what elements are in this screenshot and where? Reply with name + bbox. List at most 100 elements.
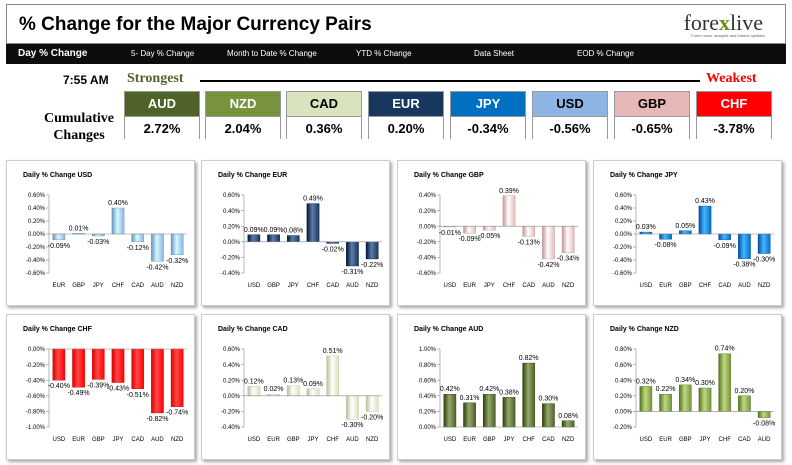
currency-box-aud: AUD 2.72%	[124, 91, 200, 140]
x-category-label: JPY	[93, 283, 104, 289]
chart-panel: Daily % Change CAD 0.60% 0.40% 0.20% 0.00% -0…	[201, 314, 390, 460]
chart-svg: Daily % Change CAD 0.60% 0.40% 0.20% 0.00% -0…	[218, 326, 383, 443]
cumulative-label-line-2: Changes	[53, 128, 105, 143]
bar-eur	[463, 225, 476, 234]
tab-month-to-date-change[interactable]: Month to Date % Change	[227, 49, 317, 58]
data-label: 0.09%	[264, 227, 284, 234]
x-category-label: GBP	[679, 283, 692, 289]
data-label: 0.12%	[244, 378, 264, 385]
bar-aud	[738, 233, 751, 259]
data-label: 0.02%	[264, 386, 284, 393]
x-category-label: JPY	[288, 283, 299, 289]
data-label: -0.08%	[654, 242, 676, 249]
bar-usd	[52, 348, 66, 381]
forexlive-logo[interactable]: forexlive	[683, 10, 763, 35]
y-tick-label: -0.60%	[613, 271, 633, 277]
x-category-label: GBP	[287, 437, 300, 443]
y-tick-label: 0.40%	[223, 209, 241, 215]
chart-svg: Daily % Change NZD 0.80% 0.60% 0.40% 0.20% 0.…	[610, 326, 775, 443]
currency-cumulative-value: -0.56%	[533, 117, 607, 140]
y-tick-label: 0.00%	[223, 240, 241, 246]
x-category-label: GBP	[267, 283, 280, 289]
data-label: -0.31%	[341, 269, 363, 276]
y-tick-label: 0.40%	[28, 206, 46, 212]
x-category-label: CHF	[327, 437, 340, 443]
chart-title: Daily % Change USD	[23, 172, 92, 179]
chart-panel: Daily % Change JPY 0.60% 0.40% 0.20% 0.00% -0…	[593, 160, 782, 306]
bar-aud	[151, 348, 164, 414]
y-tick-label: 0.80%	[615, 347, 633, 353]
chart-panel: Daily % Change NZD 0.80% 0.60% 0.40% 0.20% 0.…	[593, 314, 782, 460]
bar-chf	[502, 195, 516, 227]
data-label: 0.30%	[695, 380, 715, 387]
currency-box-jpy: JPY -0.34%	[450, 91, 526, 140]
x-category-label: CAD	[522, 283, 535, 289]
currency-code: AUD	[125, 92, 199, 117]
data-label: -0.30%	[753, 257, 775, 264]
currency-box-usd: USD -0.56%	[532, 91, 608, 140]
data-label: 0.09%	[303, 381, 323, 388]
y-tick-label: 0.40%	[419, 193, 437, 199]
bar-chf	[306, 203, 320, 243]
y-tick-label: 0.00%	[615, 232, 633, 238]
currency-cumulative-value: 2.72%	[125, 117, 199, 140]
chart-svg: Daily % Change GBP0.40%0.20%0.00%-0.20%-…	[414, 172, 579, 289]
currency-box-eur: EUR 0.20%	[368, 91, 444, 140]
y-tick-label: -0.40%	[417, 256, 437, 262]
data-label: -0.42%	[537, 262, 559, 269]
chart-title: Daily % Change NZD	[610, 326, 679, 333]
x-category-label: GBP	[679, 437, 692, 443]
data-label: -0.03%	[87, 239, 109, 246]
y-tick-label: 0.60%	[615, 193, 633, 199]
y-tick-label: 0.20%	[28, 219, 46, 225]
bar-gbp	[286, 385, 300, 397]
x-category-label: CAD	[542, 437, 555, 443]
x-category-label: USD	[640, 283, 653, 289]
tab-data-sheet[interactable]: Data Sheet	[474, 49, 515, 58]
chart-svg: Daily % Change AUD1.00%0.80%0.60%0.40%0.…	[414, 326, 578, 443]
y-tick-label: -0.40%	[26, 378, 46, 384]
currency-code: NZD	[206, 92, 280, 117]
chart-panel: Daily % Change AUD 1.00% 0.80% 0.60% 0.40% 0.…	[397, 314, 586, 460]
chart-title: Daily % Change CHF	[23, 326, 93, 333]
x-category-label: CHF	[307, 283, 320, 289]
chart-panel: Daily % Change GBP 0.40% 0.20% 0.00% -0.20% -…	[397, 160, 586, 306]
tab-day-change[interactable]: Day % Change	[18, 48, 88, 59]
data-label: -0.12%	[127, 245, 149, 252]
tab-5-day-change[interactable]: 5- Day % Change	[131, 49, 195, 58]
y-tick-label: 0.20%	[615, 394, 633, 400]
page-header: % Change for the Major Currency Pairs fo…	[6, 4, 786, 44]
currency-box-chf: CHF -3.78%	[696, 91, 772, 140]
data-label: 0.09%	[244, 227, 264, 234]
data-label: -0.51%	[127, 392, 149, 399]
y-tick-label: 0.00%	[615, 410, 633, 416]
y-tick-label: 0.20%	[615, 219, 633, 225]
y-tick-label: -0.40%	[221, 271, 241, 277]
currency-cumulative-value: -3.78%	[697, 117, 771, 140]
x-category-label: JPY	[112, 437, 123, 443]
chart-title: Daily % Change GBP	[414, 172, 484, 179]
currency-box-nzd: NZD 2.04%	[205, 91, 281, 140]
x-category-label: GBP	[92, 437, 105, 443]
bar-gbp	[678, 384, 692, 412]
x-category-label: EUR	[659, 283, 672, 289]
bar-aud	[346, 395, 359, 420]
tab-eod-change[interactable]: EOD % Change	[577, 49, 634, 58]
currency-cumulative-value: -0.65%	[615, 117, 689, 140]
y-tick-label: 0.40%	[419, 394, 437, 400]
y-tick-label: -0.20%	[221, 256, 241, 262]
bar-gbp	[267, 234, 280, 242]
tab-ytd-change[interactable]: YTD % Change	[356, 49, 412, 58]
bar-chf	[718, 353, 732, 412]
currency-cumulative-value: -0.34%	[451, 117, 525, 140]
bar-usd	[247, 234, 261, 242]
y-tick-label: 0.40%	[615, 206, 633, 212]
data-label: 0.40%	[108, 200, 128, 207]
y-tick-label: -0.20%	[613, 245, 633, 251]
bar-chf	[111, 207, 125, 235]
data-label: 0.05%	[675, 223, 695, 230]
x-category-label: EUR	[72, 437, 85, 443]
data-label: -0.01%	[439, 230, 461, 237]
cumulative-label-line-1: Cumulative	[44, 111, 114, 126]
bar-eur	[659, 394, 672, 412]
